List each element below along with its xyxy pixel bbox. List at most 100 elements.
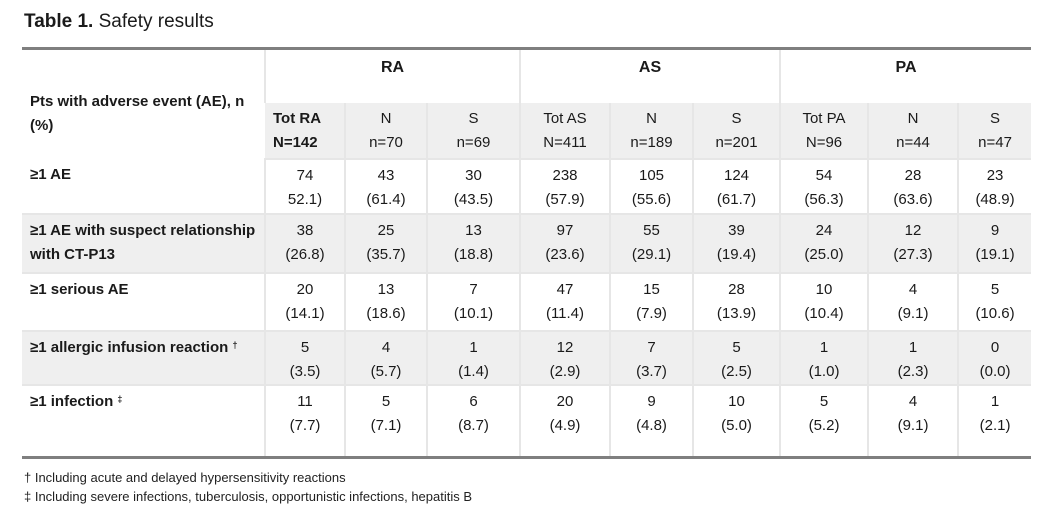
data-cell: 13 (18.6) [344,272,427,332]
data-cell: 55 (29.1) [609,213,693,274]
cell-count: 28 [904,166,922,184]
data-cell: 38 (26.8) [264,213,345,274]
data-cell: 6 (8.7) [426,384,520,458]
data-cell: 28 (63.6) [867,158,959,215]
cell-count: 23 [986,166,1004,184]
data-cell: 13 (18.8) [426,213,520,274]
cell-percent: (18.6) [366,304,406,322]
cell-percent: (43.5) [453,190,494,208]
row-label-text: ≥1 AE [30,165,72,183]
data-cell: 15 (7.9) [609,272,693,332]
footnote-mark: † [232,339,238,350]
cell-percent: (35.7) [366,245,406,263]
group-header-ra: RA [264,48,520,103]
cell-percent: (13.9) [716,304,757,322]
cell-count: 20 [556,392,574,410]
column-header: Tot RA N=142 [265,102,345,160]
cell-count: 38 [296,221,314,239]
cell-percent: (7.9) [636,304,667,322]
table-caption: Safety results [98,11,214,32]
table-row: ≥1 serious AE 20 (14.1) 13 (18.6) 7 (10.1) 47 (1… [22,272,1032,332]
data-cell: 5 (2.5) [691,330,781,386]
data-cell: 10 (10.4) [779,272,869,332]
cell-count: 20 [296,280,314,298]
footnote-mark: ‡ [117,393,123,404]
data-cell: 7 (3.7) [609,330,693,386]
data-cell: 0 (0.0) [957,330,1032,386]
data-cell: 12 (2.9) [519,330,610,386]
row-label-text: ≥1 allergic infusion reaction [30,338,229,356]
footnote-dagger: † Including acute and delayed hypersensi… [24,470,346,485]
data-cell: 10 (5.0) [691,384,781,458]
row-label: ≥1 infection ‡ [22,385,265,458]
data-cell: 54 (56.3) [779,158,869,215]
cell-count: 97 [556,221,574,239]
data-cell: 105 (55.6) [609,158,693,215]
cell-count: 10 [815,280,833,298]
cell-count: 1 [908,338,918,356]
data-cell: 23 (48.9) [957,158,1032,215]
cell-percent: (25.0) [804,245,844,263]
cell-count: 5 [381,392,391,410]
column-header: Tot AS N=411 [519,102,610,160]
column-count: n=47 [978,133,1012,151]
data-cell: 11 (7.7) [264,384,345,458]
cell-percent: (57.9) [545,190,585,208]
cell-count: 13 [465,221,482,239]
cell-count: 0 [990,338,1000,356]
cell-percent: (11.4) [545,304,585,322]
row-label-text: ≥1 AE with suspect relationship with CT-… [30,221,256,263]
cell-count: 4 [381,338,391,356]
data-cell: 238 (57.9) [519,158,610,215]
data-cell: 97 (23.6) [519,213,610,274]
data-cell: 24 (25.0) [779,213,869,274]
cell-count: 5 [990,280,1000,298]
cell-percent: (5.2) [808,416,840,434]
data-cell: 9 (19.1) [957,213,1032,274]
cell-count: 105 [638,166,665,184]
cell-percent: (7.1) [370,416,402,434]
cell-count: 28 [728,280,745,298]
cell-percent: (5.7) [370,362,402,380]
cell-percent: (7.7) [289,416,321,434]
group-header-pa: PA [779,48,1032,103]
column-count: N=411 [543,133,587,151]
column-count: n=189 [630,133,673,151]
row-label: ≥1 allergic infusion reaction † [22,330,265,386]
cell-percent: (10.1) [453,304,494,322]
data-cell: 25 (35.7) [344,213,427,274]
cell-percent: (23.6) [545,245,585,263]
cell-percent: (61.7) [716,190,757,208]
column-name: S [990,109,1001,127]
column-name: N [907,109,919,127]
cell-percent: (9.1) [897,304,929,322]
data-cell: 47 (11.4) [519,272,610,332]
row-label: ≥1 serious AE [22,272,265,332]
cell-percent: (48.9) [975,190,1015,208]
data-cell: 20 (4.9) [519,384,610,458]
cell-count: 1 [469,338,478,356]
column-name: Tot AS [543,109,587,127]
cell-count: 39 [728,221,745,239]
cell-percent: (19.4) [716,245,757,263]
cell-count: 1 [990,392,1000,410]
data-cell: 4 (9.1) [867,272,959,332]
data-cell: 1 (1.0) [779,330,869,386]
column-name: S [731,109,742,127]
cell-percent: (5.0) [721,416,752,434]
cell-count: 30 [465,166,482,184]
cell-count: 13 [377,280,395,298]
row-label: ≥1 AE with suspect relationship with CT-… [22,213,265,274]
table-title: Table 1. Safety results [24,11,214,33]
cell-percent: (61.4) [366,190,406,208]
cell-count: 47 [556,280,574,298]
column-count: n=69 [456,133,491,151]
row-label-text: ≥1 infection [30,392,114,410]
data-cell: 74 52.1) [264,158,345,215]
cell-count: 25 [377,221,395,239]
cell-percent: (55.6) [631,190,672,208]
group-header-as: AS [518,48,781,103]
cell-count: 12 [904,221,922,239]
cell-count: 5 [732,338,741,356]
data-cell: 5 (5.2) [779,384,869,458]
